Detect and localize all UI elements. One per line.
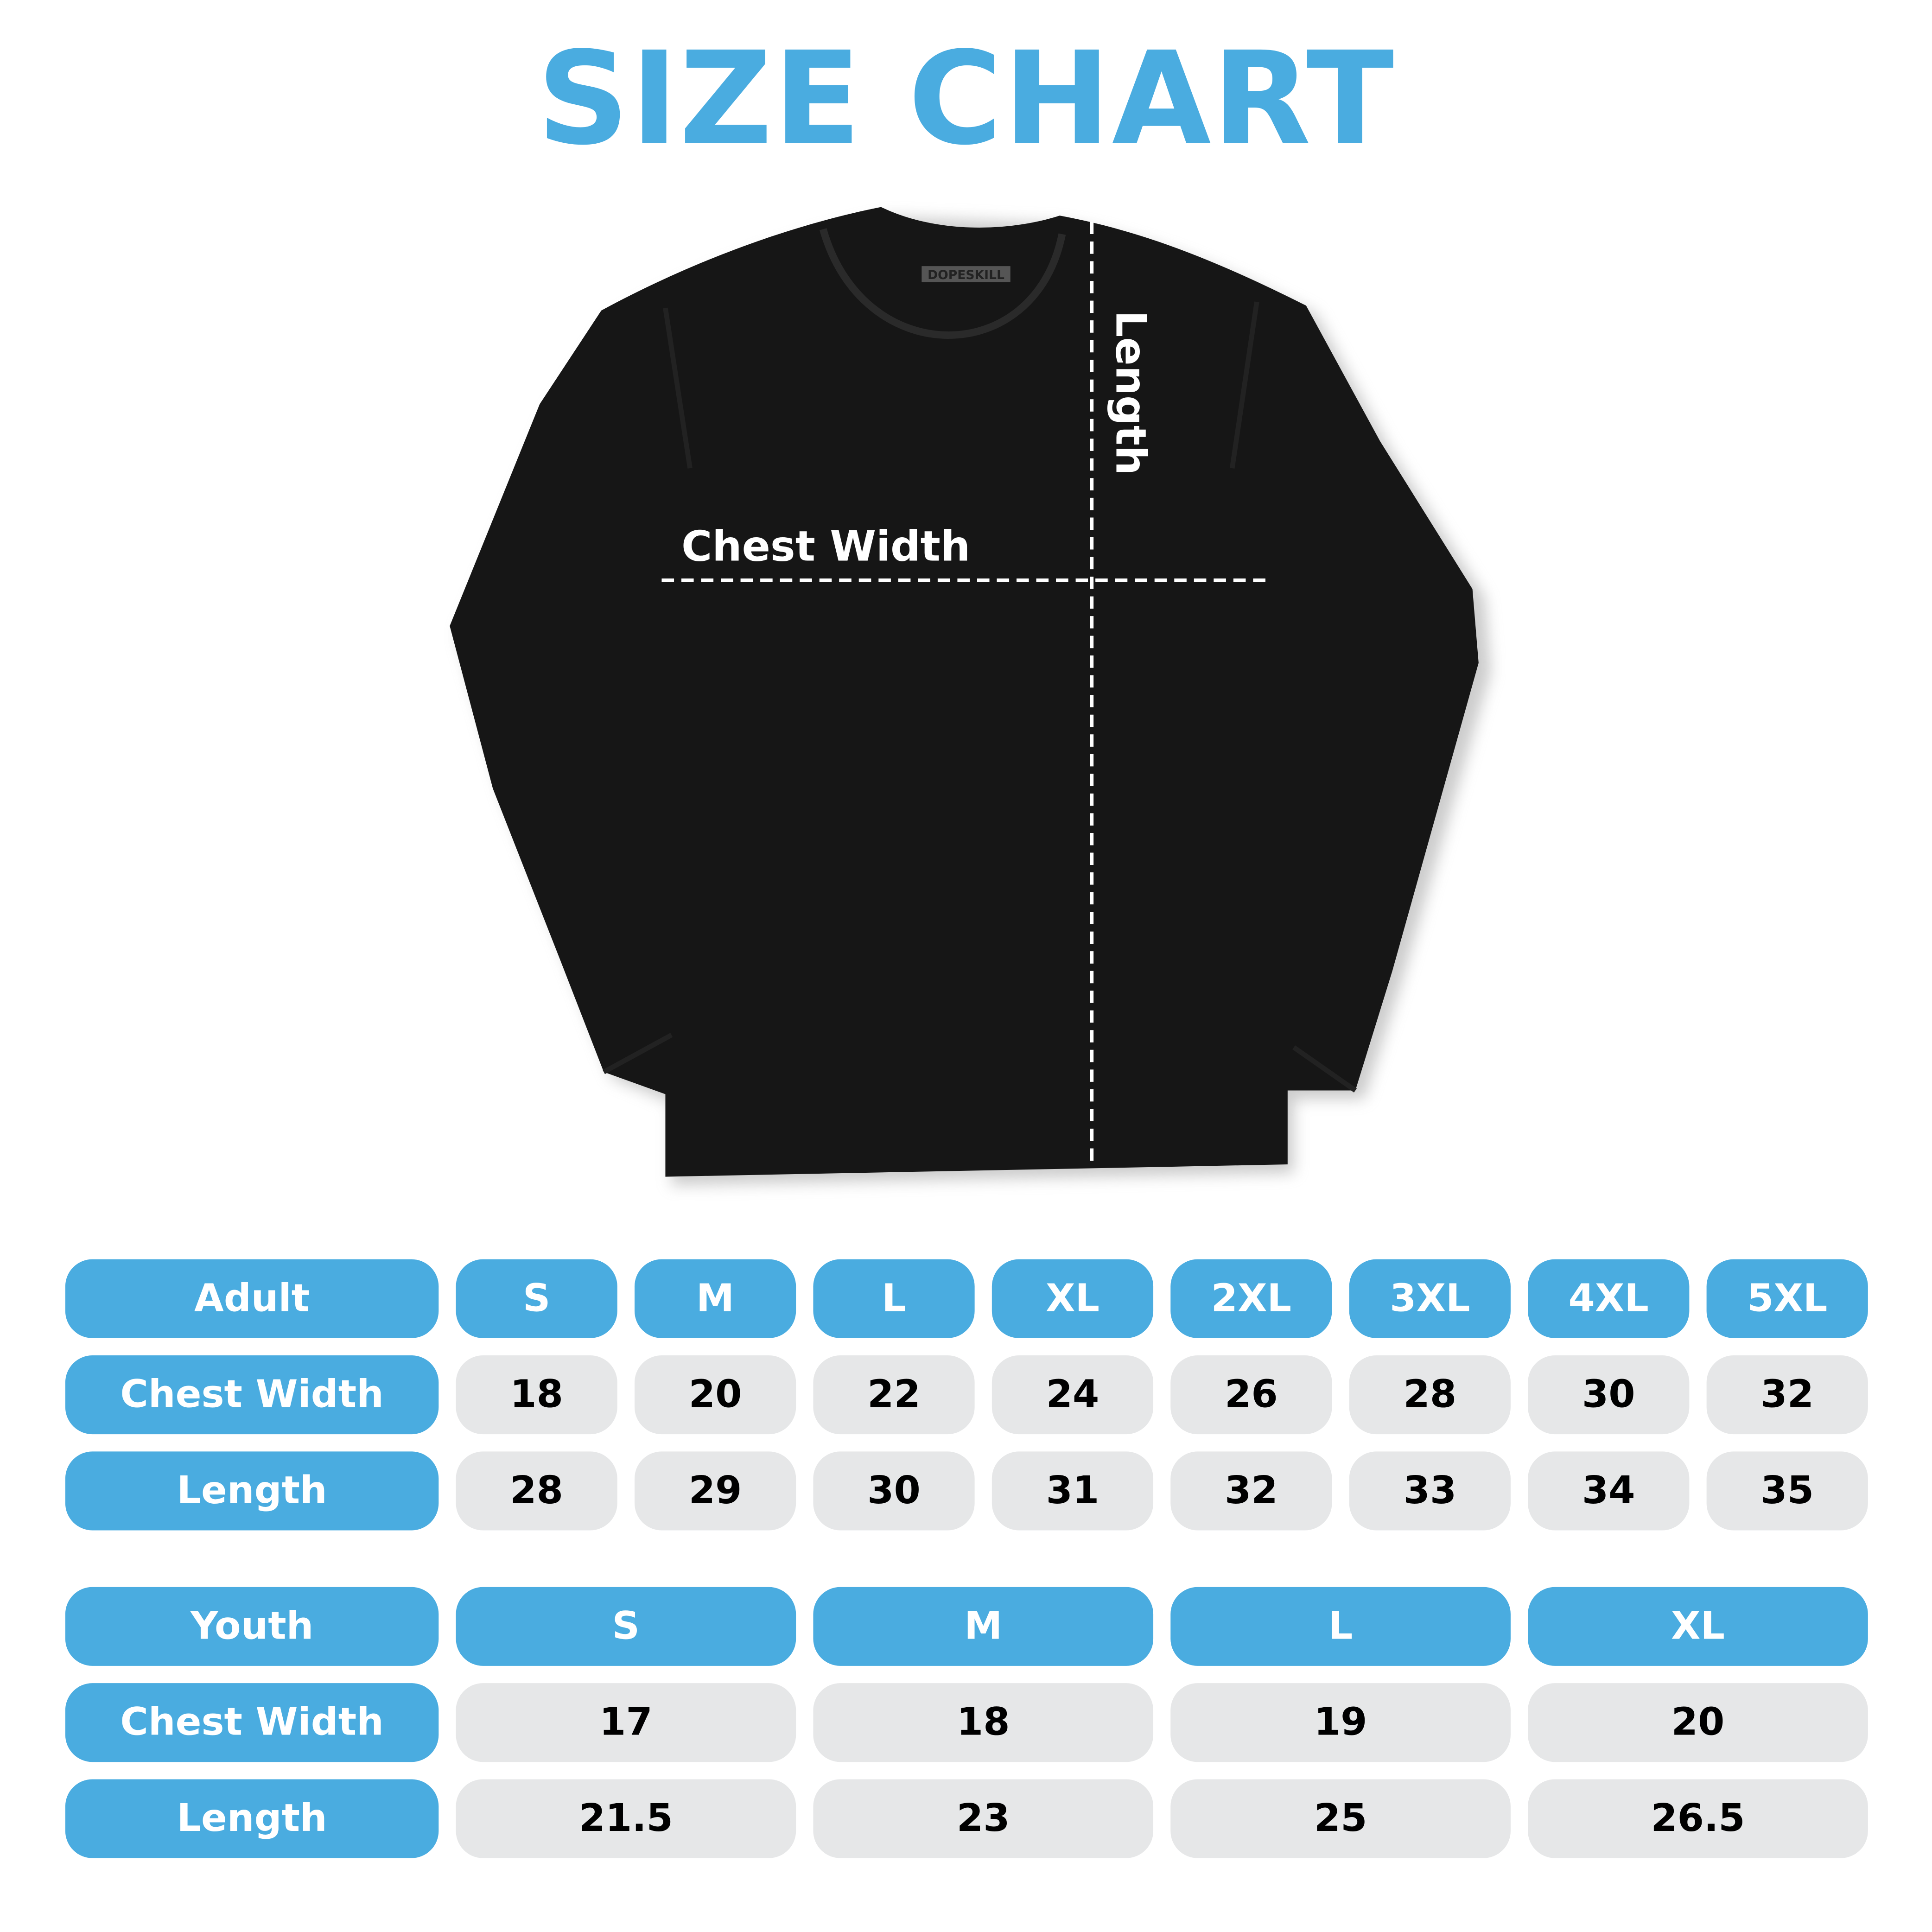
youth-value-cell: 25 xyxy=(1170,1779,1511,1858)
adult-value-cell: 24 xyxy=(991,1355,1154,1435)
youth-value-cell: 20 xyxy=(1528,1683,1868,1762)
youth-size-m: M xyxy=(813,1587,1154,1666)
youth-value-cell: 17 xyxy=(456,1683,796,1762)
brand-tag xyxy=(922,266,1010,282)
adult-size-4xl: 4XL xyxy=(1528,1259,1690,1338)
shirt-diagram: DOPESKILL Chest Width Length xyxy=(450,207,1491,1186)
shirt-body xyxy=(450,207,1479,1177)
adult-size-3xl: 3XL xyxy=(1349,1259,1511,1338)
youth-value-cell: 21.5 xyxy=(456,1779,796,1858)
adult-value-cell: 30 xyxy=(813,1451,975,1531)
adult-value-cell: 30 xyxy=(1528,1355,1690,1435)
adult-size-xl: XL xyxy=(991,1259,1154,1338)
adult-value-cell: 26 xyxy=(1170,1355,1332,1435)
length-label: Length xyxy=(1106,311,1155,475)
youth-value-cell: 18 xyxy=(813,1683,1154,1762)
adult-value-cell: 33 xyxy=(1349,1451,1511,1531)
adult-row-label: Chest Width xyxy=(65,1355,439,1435)
chest-width-label: Chest Width xyxy=(681,522,970,571)
youth-row-label: Length xyxy=(65,1779,439,1858)
adult-size-m: M xyxy=(634,1259,796,1338)
adult-row-label: Length xyxy=(65,1451,439,1531)
adult-value-cell: 29 xyxy=(634,1451,796,1531)
adult-value-cell: 32 xyxy=(1170,1451,1332,1531)
youth-header-label: Youth xyxy=(65,1587,439,1666)
adult-size-l: L xyxy=(813,1259,975,1338)
youth-row-label: Chest Width xyxy=(65,1683,439,1762)
adult-size-5xl: 5XL xyxy=(1706,1259,1868,1338)
adult-header-label: Adult xyxy=(65,1259,439,1338)
adult-value-cell: 35 xyxy=(1706,1451,1868,1531)
adult-value-cell: 18 xyxy=(456,1355,617,1435)
adult-size-s: S xyxy=(456,1259,617,1338)
youth-value-cell: 19 xyxy=(1170,1683,1511,1762)
youth-size-l: L xyxy=(1170,1587,1511,1666)
adult-value-cell: 28 xyxy=(456,1451,617,1531)
adult-size-2xl: 2XL xyxy=(1170,1259,1332,1338)
page-title: SIZE CHART xyxy=(537,23,1395,174)
adult-value-cell: 28 xyxy=(1349,1355,1511,1435)
youth-value-cell: 26.5 xyxy=(1528,1779,1868,1858)
adult-value-cell: 31 xyxy=(991,1451,1154,1531)
youth-value-cell: 23 xyxy=(813,1779,1154,1858)
brand-tag-text: DOPESKILL xyxy=(928,268,1004,282)
youth-size-s: S xyxy=(456,1587,796,1666)
youth-size-xl: XL xyxy=(1528,1587,1868,1666)
adult-value-cell: 22 xyxy=(813,1355,975,1435)
adult-value-cell: 20 xyxy=(634,1355,796,1435)
adult-value-cell: 32 xyxy=(1706,1355,1868,1435)
adult-value-cell: 34 xyxy=(1528,1451,1690,1531)
